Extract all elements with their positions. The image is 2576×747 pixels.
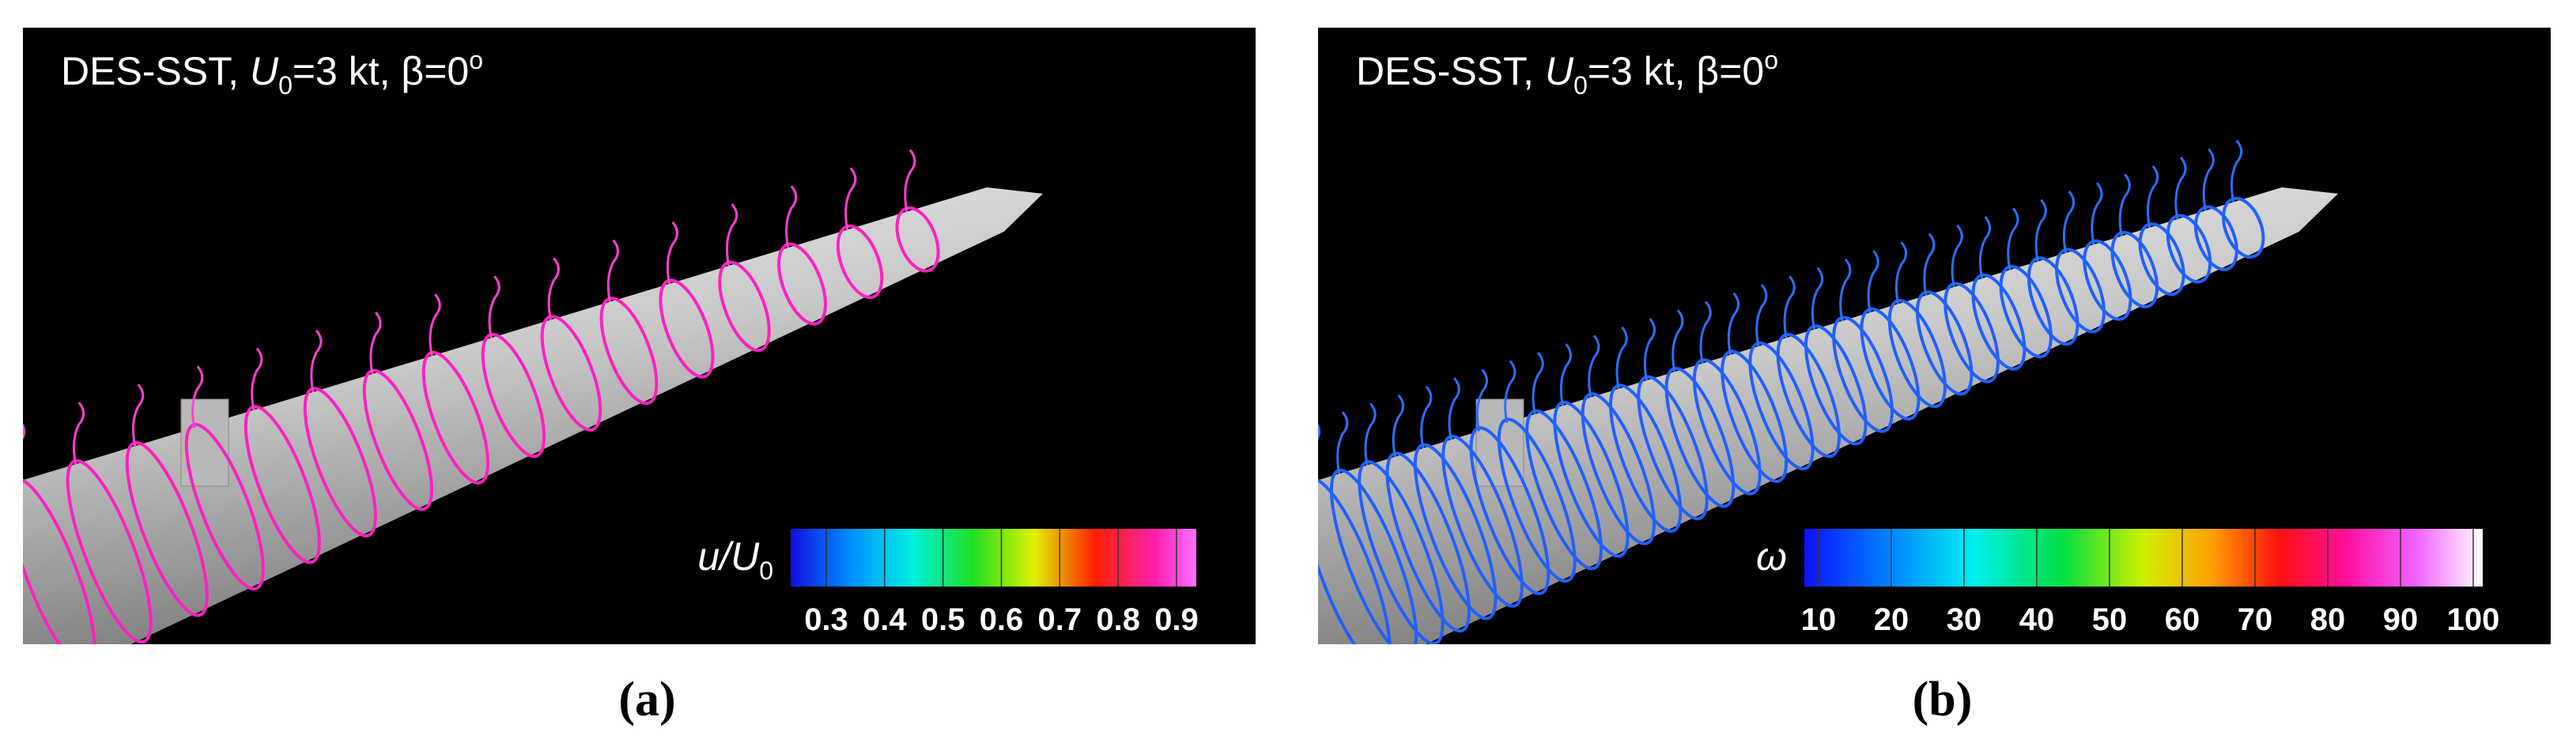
vortex-contour bbox=[2230, 139, 2243, 202]
colorbar-variable: u/U bbox=[697, 534, 760, 579]
vortex-contour bbox=[1727, 292, 1740, 356]
vortex-contour bbox=[2034, 198, 2047, 262]
vortex-contour bbox=[547, 257, 560, 320]
title-subscript: 0 bbox=[278, 71, 293, 100]
contour-ring bbox=[1318, 477, 1392, 644]
vortex-contour bbox=[844, 167, 857, 230]
vortex-contour bbox=[1755, 284, 1768, 347]
vortex-contour bbox=[1978, 216, 1992, 279]
vortex-contour bbox=[2174, 157, 2187, 220]
vortex-contour bbox=[2091, 182, 2103, 245]
submarine bbox=[23, 149, 1043, 644]
vortex-contour bbox=[1923, 232, 1936, 296]
vortex-contour bbox=[904, 149, 916, 213]
vortex-contour bbox=[1699, 300, 1712, 364]
colorbar-tick-label: 0.6 bbox=[980, 602, 1024, 637]
colorbar-tick-label: 0.4 bbox=[863, 602, 907, 637]
panel: DES-SST, U0=3 kt, β=0ou/U00.3 0.4 0.5 0.6 0.… bbox=[23, 28, 1256, 726]
colorbar-label: u/U0 bbox=[697, 534, 773, 585]
panel-caption: (a) bbox=[618, 673, 675, 726]
vortex-contour bbox=[1392, 394, 1405, 458]
panel-title: DES-SST, U0=3 kt, β=0o bbox=[1356, 46, 1778, 100]
vortex-contour bbox=[606, 239, 620, 303]
vortex-contour bbox=[1448, 377, 1460, 440]
title-text: =3 kt, β=0 bbox=[293, 49, 469, 93]
colorbar-tick-label: 40 bbox=[2019, 602, 2055, 637]
vortex-contour bbox=[1420, 385, 1433, 449]
vortex-contour bbox=[1894, 241, 1908, 304]
vortex-contour bbox=[429, 293, 441, 357]
vortex-contour bbox=[310, 329, 323, 393]
colorbar-tick-label: 50 bbox=[2092, 602, 2128, 637]
colorbar bbox=[1804, 529, 2483, 587]
panel-title: DES-SST, U0=3 kt, β=0o bbox=[61, 46, 483, 100]
vortex-contour bbox=[1839, 258, 1852, 322]
colorbar-tick-label: 80 bbox=[2310, 602, 2346, 637]
vortex-contour bbox=[1559, 343, 1573, 406]
vortex-contour bbox=[1671, 309, 1684, 372]
vortex-contour bbox=[251, 347, 263, 410]
colorbar-tick-label: 100 bbox=[2447, 602, 2500, 637]
vortex-contour bbox=[1364, 402, 1377, 466]
colorbar-tick-label: 0.7 bbox=[1038, 602, 1082, 637]
vortex-contour bbox=[1951, 224, 1963, 288]
vortex-contour bbox=[369, 311, 382, 375]
vortex-contour bbox=[72, 402, 85, 465]
vortex-contour bbox=[132, 383, 145, 447]
colorbar-tick-label: 60 bbox=[2165, 602, 2200, 637]
vortex-contour bbox=[1643, 318, 1656, 381]
title-variable: U bbox=[250, 49, 279, 93]
vortex-contour bbox=[1783, 275, 1796, 338]
vortex-contour bbox=[1532, 352, 1544, 415]
vortex-contour bbox=[1867, 250, 1879, 313]
colorbar-tick-label: 0.5 bbox=[921, 602, 965, 637]
submarine bbox=[1318, 139, 2338, 644]
vortex-contour bbox=[2062, 191, 2076, 254]
vortex-contour bbox=[1336, 411, 1349, 474]
colorbar-tick-label: 0.9 bbox=[1154, 602, 1199, 637]
colorbar-tick-label: 30 bbox=[1947, 602, 1982, 637]
vortex-contour bbox=[2118, 173, 2131, 236]
colorbar-tick-label: 90 bbox=[2383, 602, 2419, 637]
vortex-contour bbox=[1615, 326, 1628, 390]
vortex-contour bbox=[191, 365, 204, 428]
vortex-contour bbox=[1588, 334, 1600, 398]
colorbar-label: ω bbox=[1756, 534, 1787, 579]
title-subscript: 0 bbox=[1573, 71, 1588, 100]
title-text: DES-SST, bbox=[61, 49, 250, 93]
vortex-contour bbox=[1504, 360, 1517, 424]
colorbar-tick-label: 0.8 bbox=[1096, 602, 1140, 637]
colorbar-tick-label: 70 bbox=[2238, 602, 2273, 637]
colorbar-tick-label: 10 bbox=[1801, 602, 1837, 637]
contour-ring bbox=[23, 477, 96, 644]
vortex-contour bbox=[488, 275, 500, 338]
colorbar-variable: ω bbox=[1756, 534, 1787, 579]
panel: DES-SST, U0=3 kt, β=0o ω 10 20 30 40 50 60 70 80 9… bbox=[1318, 28, 2551, 726]
vortex-contour bbox=[2146, 164, 2159, 228]
panel-caption: (b) bbox=[1913, 673, 1973, 726]
title-text: DES-SST, bbox=[1356, 49, 1545, 93]
colorbar-tick-label: 0.3 bbox=[804, 602, 848, 637]
title-superscript: o bbox=[469, 46, 483, 74]
vortex-contour bbox=[1811, 266, 1824, 330]
sail bbox=[180, 398, 229, 487]
title-superscript: o bbox=[1764, 46, 1778, 74]
vortex-contour bbox=[725, 203, 738, 266]
vortex-contour bbox=[2202, 148, 2215, 211]
colorbar bbox=[791, 529, 1196, 587]
colorbar-tick-label: 20 bbox=[1874, 602, 1909, 637]
vortex-contour bbox=[785, 185, 798, 248]
vortex-contour bbox=[2007, 207, 2019, 270]
vortex-contour bbox=[1475, 368, 1489, 432]
vortex-contour bbox=[666, 221, 679, 285]
title-variable: U bbox=[1545, 49, 1574, 93]
vortex-contour bbox=[1318, 423, 1321, 440]
vortex-contour bbox=[23, 423, 26, 440]
title-text: =3 kt, β=0 bbox=[1588, 49, 1764, 93]
colorbar-subscript: 0 bbox=[759, 556, 773, 585]
